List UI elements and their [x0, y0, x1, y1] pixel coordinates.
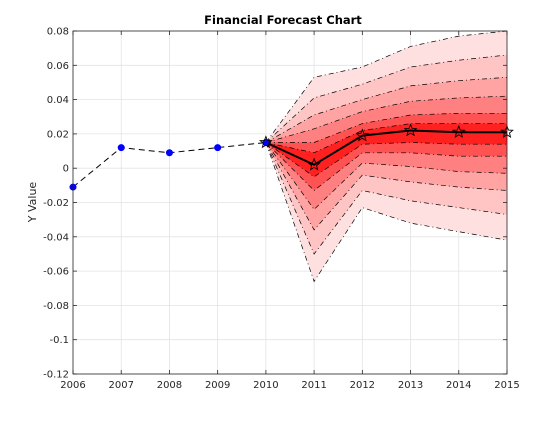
forecast-point: [403, 123, 418, 137]
fan-lower-line-3: [265, 142, 508, 231]
x-tick-label: 2015: [494, 380, 519, 391]
y-tick-label: -0.08: [43, 301, 69, 312]
x-tick-label: 2012: [350, 380, 375, 391]
fan-upper-line-6: [265, 123, 507, 154]
axis-ticks: 2006 2007 2008 2009 2010 2011 2012 2013 2014 2015…: [43, 27, 520, 392]
x-tick-label: 2009: [205, 380, 230, 391]
y-tick-label: -0.04: [43, 232, 69, 243]
x-tick-label: 2013: [398, 380, 423, 391]
y-tick-label: 0: [63, 164, 69, 175]
x-tick-label: 2010: [253, 380, 278, 391]
fan-band-6: [265, 123, 507, 177]
y-tick-label: 0.02: [47, 129, 69, 140]
data-lines: [72, 30, 508, 283]
forecast-point: [355, 128, 370, 142]
forecast-median-line: [265, 129, 507, 166]
fan-lower-line-1: [265, 142, 508, 283]
chart-title: Financial Forecast Chart: [204, 13, 362, 27]
y-axis-label: Y Value: [26, 182, 39, 224]
y-tick-label: -0.12: [43, 370, 69, 381]
fan-upper-line-3: [265, 76, 508, 143]
fan-bands: [265, 31, 507, 282]
forecast-point: [259, 135, 273, 149]
y-tick-label: -0.06: [43, 267, 69, 278]
y-tick-label: 0.08: [47, 27, 69, 38]
forecast-point: [451, 124, 466, 138]
history-point: [214, 144, 222, 152]
y-tick-label: 0.06: [47, 61, 69, 72]
fan-upper-line-4: [265, 95, 508, 143]
history-point: [165, 149, 173, 157]
x-tick-label: 2014: [446, 380, 471, 391]
history-point: [117, 144, 125, 152]
fan-lower-line-4: [265, 142, 508, 210]
forecast-point: [307, 157, 321, 171]
x-tick-label: 2008: [157, 380, 182, 391]
y-tick-label: 0.04: [47, 95, 69, 106]
fan-upper-line-5: [265, 112, 507, 143]
fan-lower-line-6: [265, 142, 507, 178]
fan-lower-line-5: [265, 142, 507, 191]
x-tick-label: 2006: [60, 380, 85, 391]
x-tick-label: 2011: [301, 380, 326, 391]
x-tick-label: 2007: [108, 380, 133, 391]
y-tick-label: -0.02: [43, 198, 69, 209]
fan-upper-line-1: [265, 30, 508, 143]
y-tick-label: -0.1: [49, 335, 69, 346]
